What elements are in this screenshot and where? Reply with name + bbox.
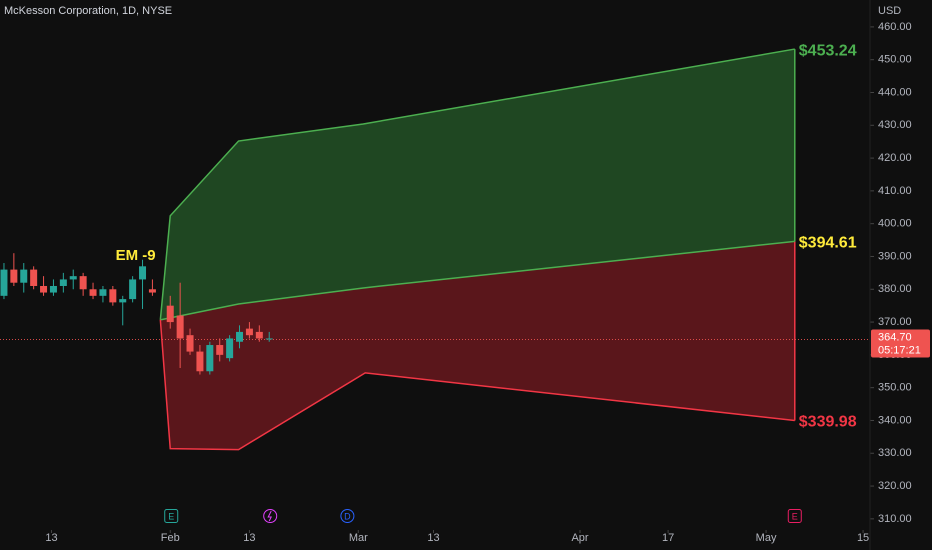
x-tick-label: 13 <box>427 532 439 544</box>
expected-move-line <box>159 319 795 451</box>
candle-body <box>139 266 147 280</box>
candle-body <box>265 338 273 340</box>
candle-body <box>119 299 127 303</box>
candle-body <box>99 289 107 296</box>
expected-move-line <box>159 48 795 320</box>
x-tick-label: Apr <box>571 532 588 544</box>
y-tick-label: 340.00 <box>878 414 912 426</box>
annotation: EM -9 <box>116 247 156 264</box>
candle-body <box>49 285 57 293</box>
upper-zone <box>160 49 795 320</box>
candle-body <box>176 315 184 339</box>
candle-body <box>216 345 224 355</box>
x-tick-label: 13 <box>45 532 57 544</box>
event-icon <box>340 509 355 523</box>
last-price-label: 364.70 <box>878 331 912 343</box>
y-tick-label: 320.00 <box>878 480 912 492</box>
y-tick-label: 350.00 <box>878 382 912 394</box>
event-icon <box>164 509 179 523</box>
candle-body <box>186 335 194 352</box>
candle-body <box>79 276 87 290</box>
candle-body <box>129 279 137 300</box>
candle-body <box>109 289 117 303</box>
y-tick-label: 450.00 <box>878 54 912 66</box>
end-label: $339.98 <box>799 414 857 431</box>
candle-body <box>69 276 77 280</box>
x-tick-label: Feb <box>161 532 180 544</box>
lower-zone <box>160 241 795 450</box>
candle-body <box>245 328 253 336</box>
last-price-box <box>871 329 930 358</box>
candle-body <box>20 269 28 283</box>
candle-body <box>196 351 204 372</box>
y-tick-label: 310.00 <box>878 513 912 525</box>
end-label: $453.24 <box>799 42 857 59</box>
countdown: 05:17:21 <box>878 344 921 356</box>
x-tick-label: Mar <box>349 532 368 544</box>
candle-body <box>89 289 97 296</box>
event-label: D <box>344 511 351 521</box>
x-tick-label: 17 <box>662 532 674 544</box>
event-label: E <box>792 511 798 521</box>
y-tick-label: 460.00 <box>878 21 912 33</box>
expected-move-line <box>160 240 795 321</box>
y-tick-label: 420.00 <box>878 152 912 164</box>
y-tick-label: 390.00 <box>878 250 912 262</box>
y-tick-label: 410.00 <box>878 185 912 197</box>
y-tick-label: 440.00 <box>878 86 912 98</box>
candle-body <box>255 331 263 339</box>
x-tick-label: 13 <box>243 532 255 544</box>
candle-body <box>226 338 234 359</box>
y-tick-label: 330.00 <box>878 447 912 459</box>
candle-body <box>166 305 174 323</box>
candle-body <box>148 289 156 293</box>
candle-body <box>10 269 18 283</box>
y-tick-label: 370.00 <box>878 316 912 328</box>
y-tick-label: 430.00 <box>878 119 912 131</box>
event-icon <box>787 509 802 523</box>
currency: USD <box>878 5 901 17</box>
candle-body <box>206 345 214 372</box>
candle-body <box>236 331 244 342</box>
candle-body <box>30 269 38 286</box>
event-label: E <box>168 511 174 521</box>
candle-body <box>40 285 48 293</box>
y-tick-label: 400.00 <box>878 218 912 230</box>
event-bolt <box>267 510 273 522</box>
x-tick-label: 15 <box>857 532 869 544</box>
event-icon <box>263 509 278 523</box>
candle-body <box>59 279 67 286</box>
end-label: $394.61 <box>799 235 857 252</box>
x-tick-label: May <box>756 532 777 544</box>
chart-title: McKesson Corporation, 1D, NYSE <box>4 5 172 17</box>
y-tick-label: 380.00 <box>878 283 912 295</box>
candle-body <box>0 269 8 296</box>
